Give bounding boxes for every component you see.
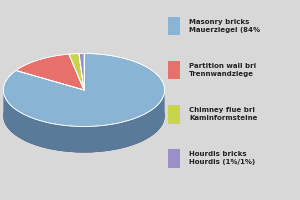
Text: Partition wall bri
Trennwandziege: Partition wall bri Trennwandziege <box>189 63 256 77</box>
Ellipse shape <box>3 80 165 152</box>
Bar <box>168 61 180 79</box>
Polygon shape <box>3 54 165 126</box>
Text: Hourdis bricks
Hourdis (1%/1%): Hourdis bricks Hourdis (1%/1%) <box>189 151 255 165</box>
Polygon shape <box>3 90 165 152</box>
Polygon shape <box>69 54 84 90</box>
Text: Masonry bricks
Mauerziegel (84%: Masonry bricks Mauerziegel (84% <box>189 19 260 33</box>
Polygon shape <box>16 54 84 90</box>
Bar <box>168 105 180 123</box>
Polygon shape <box>79 54 84 90</box>
Bar <box>168 149 180 168</box>
Bar <box>168 17 180 35</box>
Text: Chimney flue bri
Kaminformsteine: Chimney flue bri Kaminformsteine <box>189 107 257 121</box>
